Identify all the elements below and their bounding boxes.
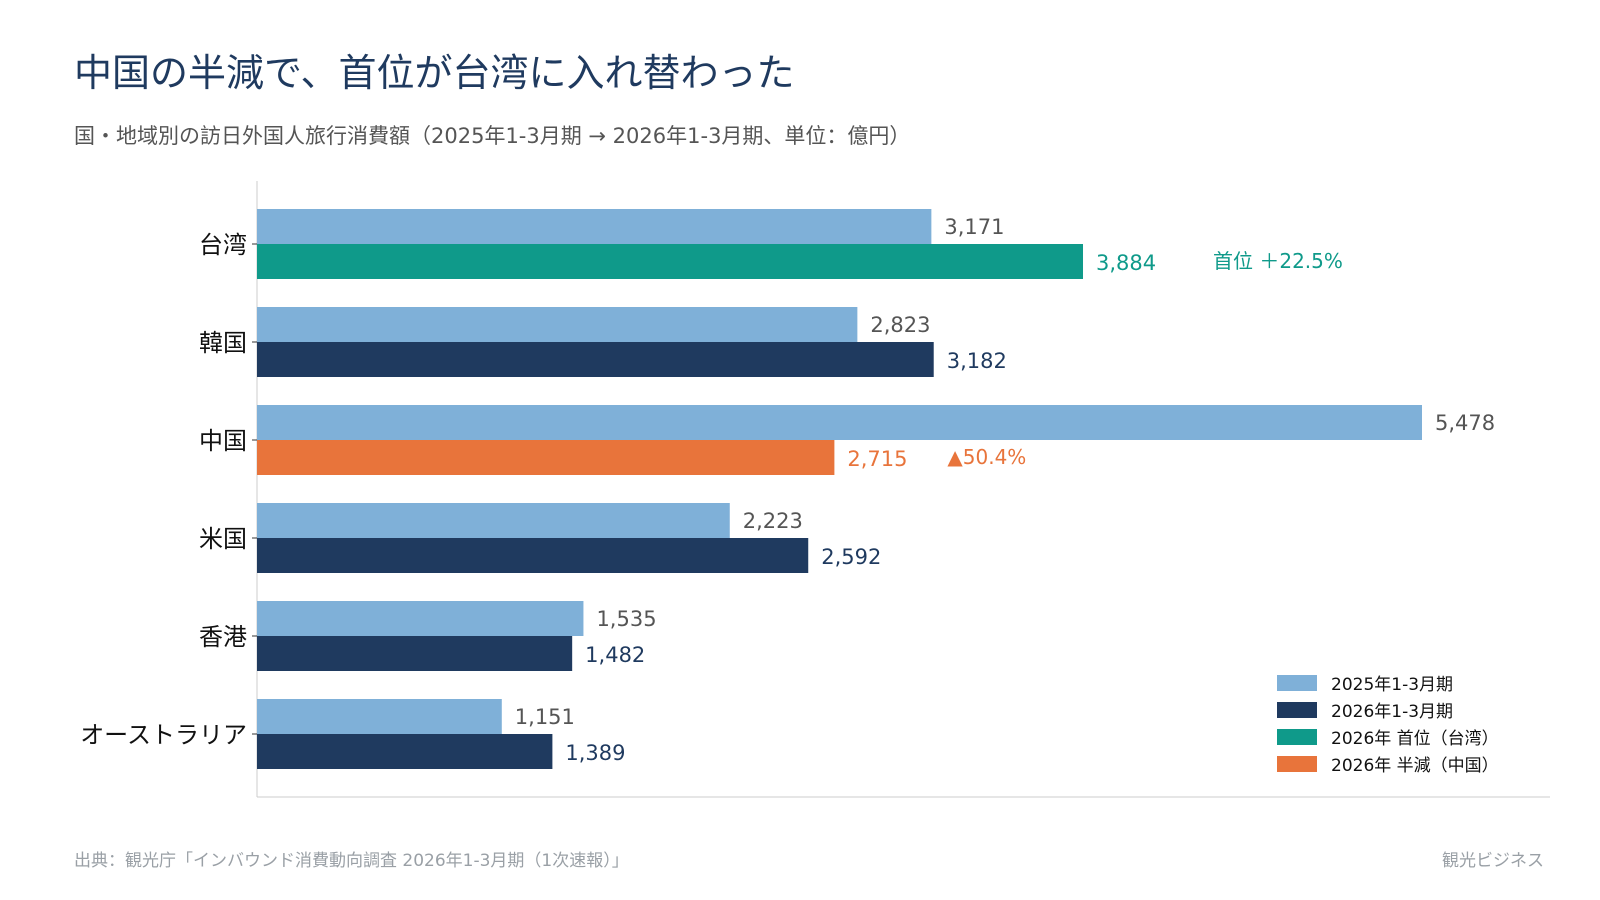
value-label-2025: 1,535 [596, 607, 656, 631]
value-label-2026: 1,389 [565, 741, 625, 765]
chart-title: 中国の半減で、首位が台湾に入れ替わった [74, 51, 795, 95]
bar-2025 [257, 601, 584, 636]
bar-2026 [257, 538, 809, 573]
bar-2025 [257, 503, 730, 538]
highlight-annotation: 首位 ＋22.5% [1213, 249, 1343, 273]
bar-2025 [257, 699, 502, 734]
legend-label: 2025年1-3月期 [1331, 675, 1453, 695]
value-label-2026: 2,715 [847, 447, 907, 471]
category-label: 台湾 [199, 231, 247, 259]
bar-2025 [257, 209, 932, 244]
category-label: 中国 [199, 427, 247, 455]
bar-2025 [257, 307, 858, 342]
category-label: 米国 [199, 525, 247, 553]
value-label-2025: 3,171 [944, 215, 1004, 239]
value-label-2026: 3,182 [947, 349, 1007, 373]
value-label-2025: 2,223 [743, 509, 803, 533]
bar-2026 [257, 440, 835, 475]
highlight-annotation: ▲50.4% [947, 445, 1026, 469]
legend-swatch [1277, 729, 1317, 745]
source-note: 出典：観光庁「インバウンド消費動向調査 2026年1-3月期（1次速報）」 [74, 851, 629, 871]
legend-swatch [1277, 756, 1317, 772]
category-label: オーストラリア [80, 721, 247, 749]
value-label-2025: 5,478 [1435, 411, 1495, 435]
bar-2026 [257, 636, 573, 671]
bar-2025 [257, 405, 1422, 440]
legend-swatch [1277, 675, 1317, 691]
legend-label: 2026年1-3月期 [1331, 702, 1453, 722]
value-label-2025: 2,823 [870, 313, 930, 337]
legend-swatch [1277, 702, 1317, 718]
value-label-2026: 1,482 [585, 643, 645, 667]
value-label-2025: 1,151 [515, 705, 575, 729]
bar-2026 [257, 734, 553, 769]
value-label-2026: 3,884 [1096, 251, 1156, 275]
brand-name: 観光ビジネス [1442, 851, 1544, 871]
bar-2026 [257, 342, 934, 377]
legend-label: 2026年 首位（台湾） [1331, 729, 1499, 749]
category-label: 韓国 [199, 329, 247, 357]
chart-subtitle: 国・地域別の訪日外国人旅行消費額（2025年1-3月期 → 2026年1-3月期… [74, 124, 911, 148]
bar-2026 [257, 244, 1084, 279]
value-label-2026: 2,592 [821, 545, 881, 569]
category-label: 香港 [199, 623, 247, 651]
legend-label: 2026年 半減（中国） [1331, 756, 1499, 776]
